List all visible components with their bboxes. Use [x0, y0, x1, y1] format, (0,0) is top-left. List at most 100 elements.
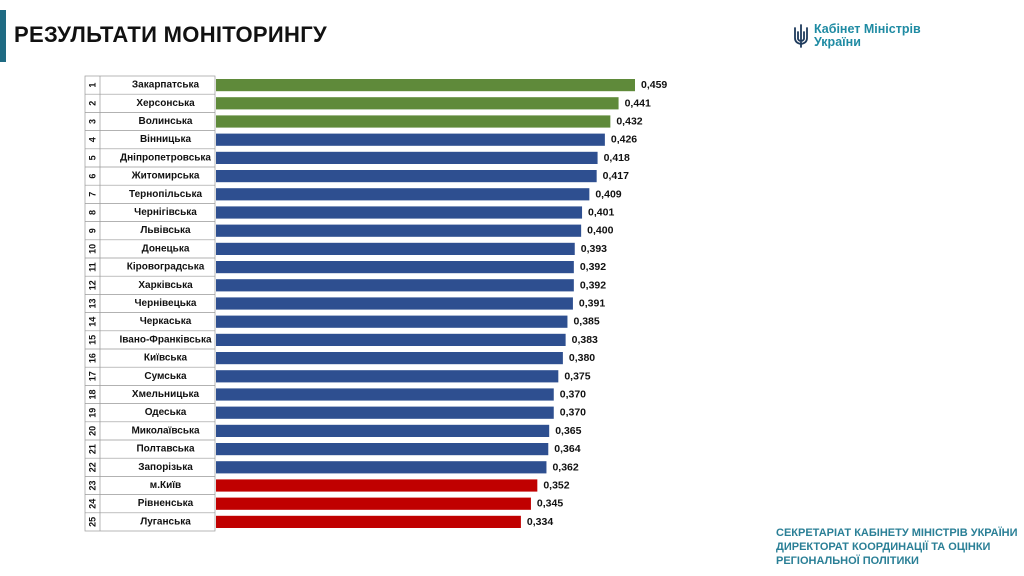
cabinet-logo: Кабінет Міністрів України: [793, 23, 921, 49]
bar: [216, 333, 566, 346]
category-label: Тернопільська: [129, 189, 202, 200]
value-label: 0,370: [560, 407, 586, 419]
footer-line-2: ДИРЕКТОРАТ КООРДИНАЦІЇ ТА ОЦІНКИ: [776, 541, 991, 553]
category-label: Волинська: [139, 116, 193, 127]
value-label: 0,380: [569, 352, 595, 364]
rank-label: 19: [88, 408, 98, 418]
value-label: 0,364: [554, 443, 580, 455]
value-label: 0,393: [581, 243, 607, 255]
bar: [216, 170, 597, 183]
bar: [216, 261, 574, 274]
value-label: 0,426: [611, 134, 637, 146]
value-label: 0,409: [595, 188, 621, 200]
rank-label: 23: [88, 480, 98, 490]
value-label: 0,401: [588, 207, 614, 219]
category-label: м.Київ: [150, 480, 181, 491]
category-label: Чернівецька: [135, 298, 197, 309]
rank-label: 12: [88, 280, 98, 290]
bar: [216, 406, 554, 419]
category-label: Хмельницька: [132, 389, 200, 400]
category-label: Полтавська: [136, 444, 194, 455]
category-label: Сумська: [144, 371, 187, 382]
category-label: Одеська: [145, 407, 187, 418]
rank-label: 11: [88, 262, 98, 272]
logo-line-2: України: [814, 35, 861, 49]
bar: [216, 497, 531, 510]
category-label: Чернігівська: [134, 207, 197, 218]
category-label: Херсонська: [136, 98, 195, 109]
bar: [216, 370, 559, 383]
bar: [216, 97, 619, 110]
value-label: 0,345: [537, 498, 563, 510]
bar: [216, 388, 554, 401]
value-label: 0,365: [555, 425, 581, 437]
category-label: Рівненська: [138, 498, 194, 509]
value-label: 0,334: [527, 516, 553, 528]
category-label: Львівська: [140, 225, 191, 236]
value-label: 0,392: [580, 279, 606, 291]
rank-label: 15: [88, 335, 98, 345]
value-label: 0,385: [573, 316, 599, 328]
rank-label: 3: [88, 119, 98, 124]
value-label: 0,418: [604, 152, 630, 164]
page-title: РЕЗУЛЬТАТИ МОНІТОРИНГУ: [14, 22, 327, 47]
rank-label: 22: [88, 462, 98, 472]
value-label: 0,441: [625, 97, 651, 109]
value-label: 0,432: [616, 116, 642, 128]
rank-label: 16: [88, 353, 98, 363]
bar: [216, 79, 635, 92]
bar: [216, 151, 598, 164]
rank-label: 6: [88, 174, 98, 179]
category-label: Івано-Франківська: [119, 334, 211, 345]
bar: [216, 461, 547, 474]
rank-label: 13: [88, 298, 98, 308]
value-label: 0,370: [560, 389, 586, 401]
value-label: 0,362: [552, 461, 578, 473]
bar: [216, 115, 611, 128]
rank-label: 14: [88, 317, 98, 327]
bar: [216, 279, 574, 292]
value-label: 0,352: [543, 480, 569, 492]
category-label: Луганська: [140, 516, 191, 527]
bar: [216, 443, 549, 456]
rank-label: 24: [88, 499, 98, 509]
value-label: 0,459: [641, 79, 667, 91]
rank-label: 9: [88, 228, 98, 233]
category-label: Запорізька: [138, 462, 193, 473]
logo-line-1: Кабінет Міністрів: [814, 22, 921, 36]
rank-label: 18: [88, 389, 98, 399]
value-label: 0,375: [564, 370, 590, 382]
category-label: Житомирська: [131, 171, 200, 182]
footer-line-1: СЕКРЕТАРІАТ КАБІНЕТУ МІНІСТРІВ УКРАЇНИ: [776, 527, 1018, 539]
label-table-frame: [84, 75, 216, 532]
bar: [216, 424, 550, 437]
category-label: Миколаївська: [131, 425, 200, 436]
category-label: Черкаська: [140, 316, 192, 327]
bar: [216, 479, 538, 492]
title-accent-bar: [0, 10, 6, 62]
rank-label: 10: [88, 244, 98, 254]
rank-label: 4: [88, 137, 98, 142]
footer-organization: СЕКРЕТАРІАТ КАБІНЕТУ МІНІСТРІВ УКРАЇНИ Д…: [776, 526, 1017, 568]
bar: [216, 133, 605, 146]
rank-label: 1: [88, 83, 98, 88]
bar: [216, 352, 563, 365]
rank-label: 20: [88, 426, 98, 436]
value-label: 0,392: [580, 261, 606, 273]
rank-label: 25: [88, 517, 98, 527]
bar: [216, 224, 582, 237]
category-label: Донецька: [142, 243, 190, 254]
category-label: Дніпропетровська: [120, 152, 211, 163]
rank-label: 21: [88, 444, 98, 454]
category-label: Київська: [144, 353, 188, 364]
category-label: Вінницька: [140, 134, 192, 145]
bar: [216, 206, 583, 219]
bar: [216, 242, 575, 255]
category-label: Закарпатська: [132, 80, 200, 91]
rank-label: 8: [88, 210, 98, 215]
bar: [216, 297, 573, 310]
rank-label: 7: [88, 192, 98, 197]
rank-label: 2: [88, 101, 98, 106]
category-label: Кіровоградська: [127, 262, 205, 273]
